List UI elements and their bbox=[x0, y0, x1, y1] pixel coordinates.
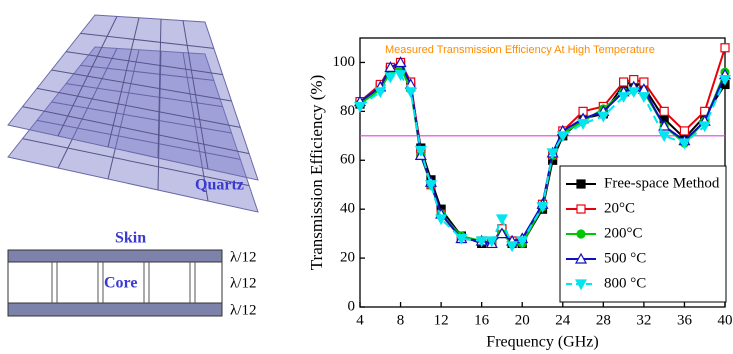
core-label: Core bbox=[104, 275, 137, 292]
legend-label: 800 °C bbox=[604, 275, 646, 291]
x-tick-label: 4 bbox=[356, 312, 364, 328]
skin-layer bbox=[8, 303, 222, 316]
x-tick-label: 24 bbox=[555, 312, 571, 328]
chart: 4 8 12 16 20 24 28 32 36 40 0 20 40 60 80 100 Frequency … bbox=[307, 38, 733, 351]
y-tick-label: 100 bbox=[333, 54, 356, 70]
page: {"diagram": {"material": "Quartz", "skin… bbox=[0, 0, 733, 354]
annotation: Measured Transmission Efficiency At High… bbox=[385, 44, 655, 56]
x-tick-label: 16 bbox=[474, 312, 490, 328]
legend: Free-space Method 20°C 200°C 500 °C 800 °C bbox=[560, 166, 726, 302]
marker bbox=[680, 127, 688, 135]
y-axis-title: Transmission Efficiency (%) bbox=[307, 75, 326, 270]
skin-layer bbox=[8, 250, 222, 262]
thickness-label: λ/12 bbox=[230, 249, 256, 265]
legend-label: 500 °C bbox=[604, 250, 646, 266]
x-tick-label: 32 bbox=[636, 312, 651, 328]
x-tick-label: 36 bbox=[677, 312, 693, 328]
y-tick-label: 60 bbox=[340, 152, 355, 168]
y-tick-label: 0 bbox=[348, 298, 356, 314]
legend-label: Free-space Method bbox=[604, 175, 720, 191]
figure: Quartz Skin Core λ/12 λ/12 λ/12 4 8 12 16 20… bbox=[0, 0, 733, 354]
marker bbox=[660, 107, 668, 115]
x-tick-label: 40 bbox=[718, 312, 733, 328]
marker bbox=[577, 180, 585, 188]
skin-label: Skin bbox=[115, 230, 146, 247]
thickness-label: λ/12 bbox=[230, 302, 256, 318]
material-label: Quartz bbox=[195, 177, 244, 194]
x-tick-label: 28 bbox=[596, 312, 611, 328]
marker bbox=[721, 44, 729, 52]
x-tick-label: 20 bbox=[515, 312, 530, 328]
y-tick-label: 40 bbox=[340, 201, 355, 217]
legend-label: 200°C bbox=[604, 225, 643, 241]
y-tick-label: 20 bbox=[340, 250, 355, 266]
x-tick-label: 8 bbox=[397, 312, 405, 328]
marker bbox=[620, 78, 628, 86]
y-tick-label: 80 bbox=[340, 103, 355, 119]
thickness-label: λ/12 bbox=[230, 275, 256, 291]
marker bbox=[577, 205, 585, 213]
marker bbox=[497, 215, 507, 224]
x-tick-label: 12 bbox=[434, 312, 449, 328]
marker bbox=[577, 230, 585, 238]
x-axis-title: Frequency (GHz) bbox=[486, 334, 598, 351]
legend-label: 20°C bbox=[604, 200, 635, 216]
